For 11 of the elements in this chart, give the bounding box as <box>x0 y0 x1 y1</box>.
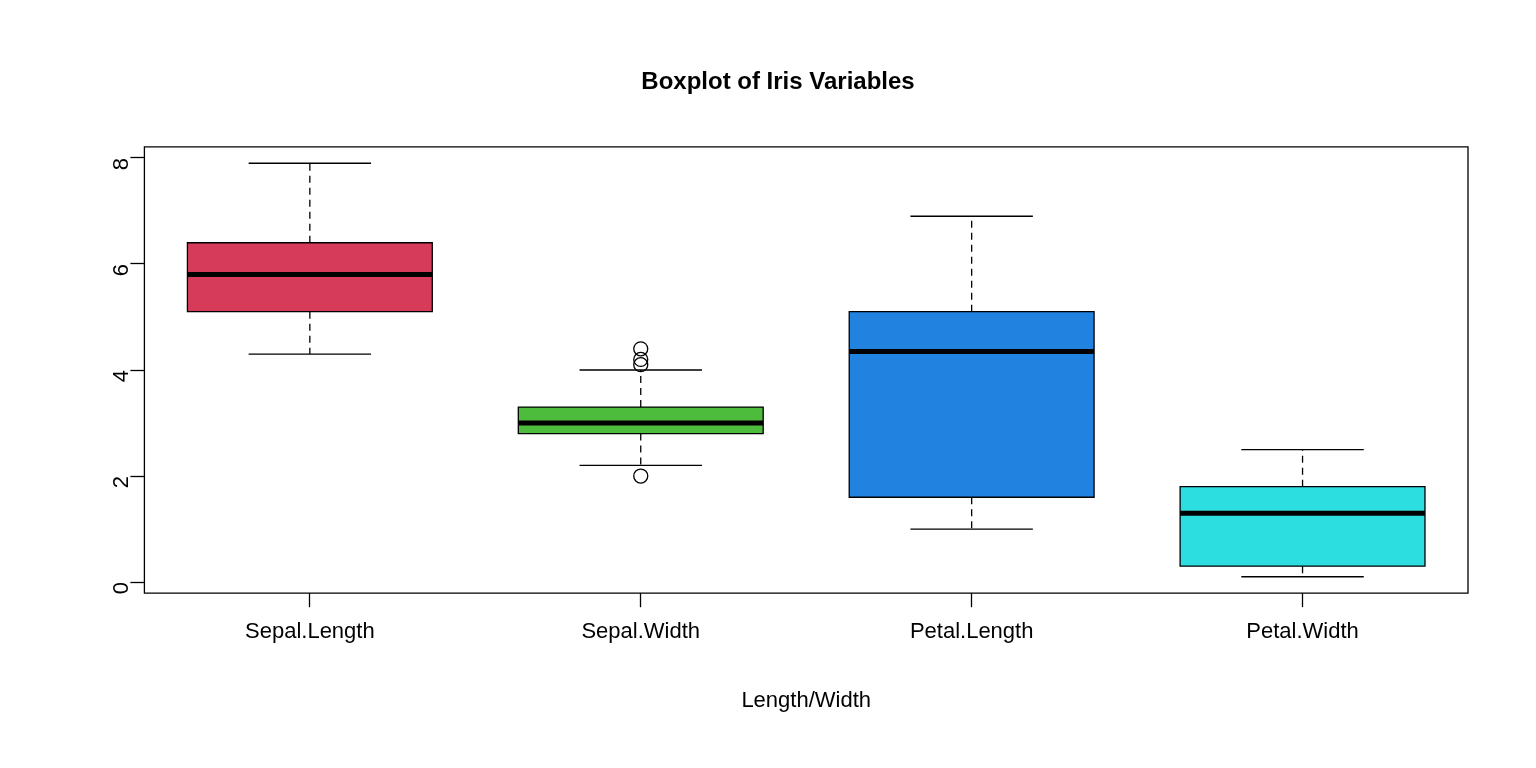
x-axis-title: Length/Width <box>741 686 872 712</box>
x-tick-label: Petal.Length <box>909 618 1034 644</box>
y-tick-label: 4 <box>108 370 134 383</box>
chart-title: Boxplot of Iris Variables <box>641 67 915 95</box>
y-tick-label: 0 <box>108 582 134 595</box>
y-tick-label: 6 <box>108 263 134 277</box>
x-tick-label: Petal.Width <box>1246 618 1359 644</box>
y-tick-label: 8 <box>108 157 134 171</box>
x-tick-label: Sepal.Length <box>245 618 375 644</box>
y-tick-label: 2 <box>108 476 134 489</box>
x-tick-label: Sepal.Width <box>581 618 701 644</box>
